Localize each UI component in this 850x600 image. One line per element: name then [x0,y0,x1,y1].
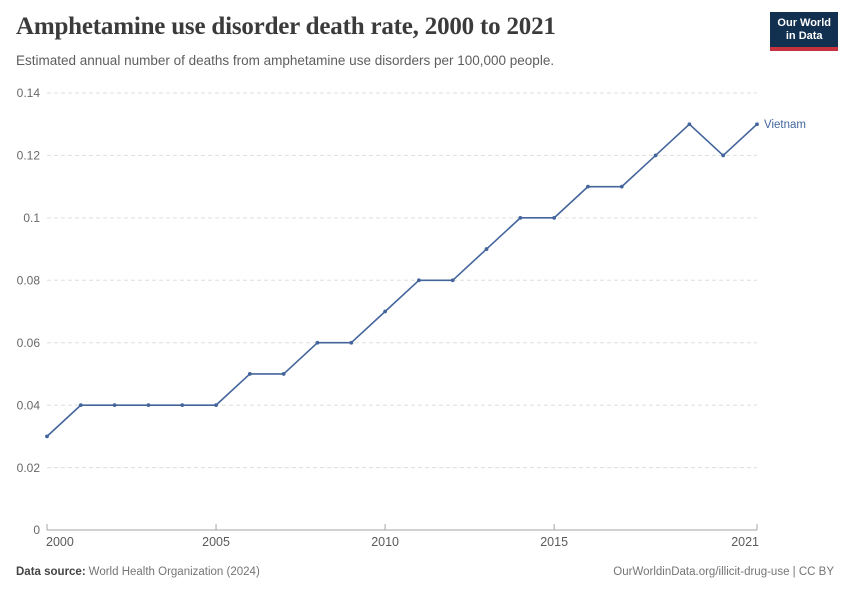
data-point-marker[interactable] [687,122,692,127]
logo-text-line2: in Data [785,30,823,42]
series-line[interactable] [46,123,758,438]
owid-logo[interactable]: Our World in Data [770,12,838,51]
chart-footer: Data source: World Health Organization (2… [16,566,834,578]
data-source-value: World Health Organization (2024) [88,566,260,578]
data-point-marker[interactable] [755,122,759,127]
data-point-marker[interactable] [383,309,387,314]
x-axis: 2000 2005 2010 2015 2021 [46,524,759,549]
data-point-marker[interactable] [180,403,185,408]
series-label[interactable]: Vietnam [764,119,806,131]
x-tick-label: 2005 [202,535,230,549]
data-source-label: Data source: [16,566,86,578]
data-point-marker[interactable] [45,434,49,439]
chart-title: Amphetamine use disorder death rate, 200… [16,13,556,40]
y-tick-label: 0.1 [23,211,40,225]
data-point-marker[interactable] [417,278,421,283]
data-point-marker[interactable] [214,403,218,408]
data-source[interactable]: Data source: World Health Organization (2… [16,566,260,578]
data-point-marker[interactable] [450,278,455,283]
y-axis-labels: 0 0.02 0.04 0.06 0.08 0.1 0.12 0.14 [17,86,41,537]
data-point-marker[interactable] [281,372,286,376]
data-point-marker[interactable] [653,153,658,158]
x-tick-label: 2015 [540,535,568,549]
data-point-marker[interactable] [315,340,320,345]
data-point-marker[interactable] [247,372,252,376]
data-point-marker[interactable] [721,153,726,158]
data-point-marker[interactable] [586,184,590,189]
chart-subtitle: Estimated annual number of deaths from a… [16,53,555,68]
x-tick-label: 2010 [371,535,399,549]
data-point-marker[interactable] [484,247,489,251]
logo-text-line1: Our World [777,17,831,29]
y-tick-label: 0.02 [17,461,41,475]
data-point-marker[interactable] [619,184,624,189]
data-point-marker[interactable] [349,340,354,345]
data-point-marker[interactable] [112,403,117,408]
data-point-marker[interactable] [78,403,83,408]
footer-credit[interactable]: OurWorldinData.org/illicit-drug-use | CC… [613,566,834,578]
x-tick-label: 2021 [731,535,759,549]
series-vietnam[interactable]: Vietnam [45,119,806,439]
y-tick-label: 0.06 [17,336,41,350]
data-point-marker[interactable] [518,215,523,220]
y-tick-label: 0 [33,523,40,537]
gridlines [47,92,757,469]
y-tick-label: 0.12 [17,149,41,163]
x-tick-label: 2000 [46,535,74,549]
y-tick-label: 0.14 [17,86,41,100]
data-point-marker[interactable] [552,215,557,220]
y-tick-label: 0.08 [17,273,41,287]
data-point-marker[interactable] [146,403,151,408]
y-tick-label: 0.04 [17,398,41,412]
